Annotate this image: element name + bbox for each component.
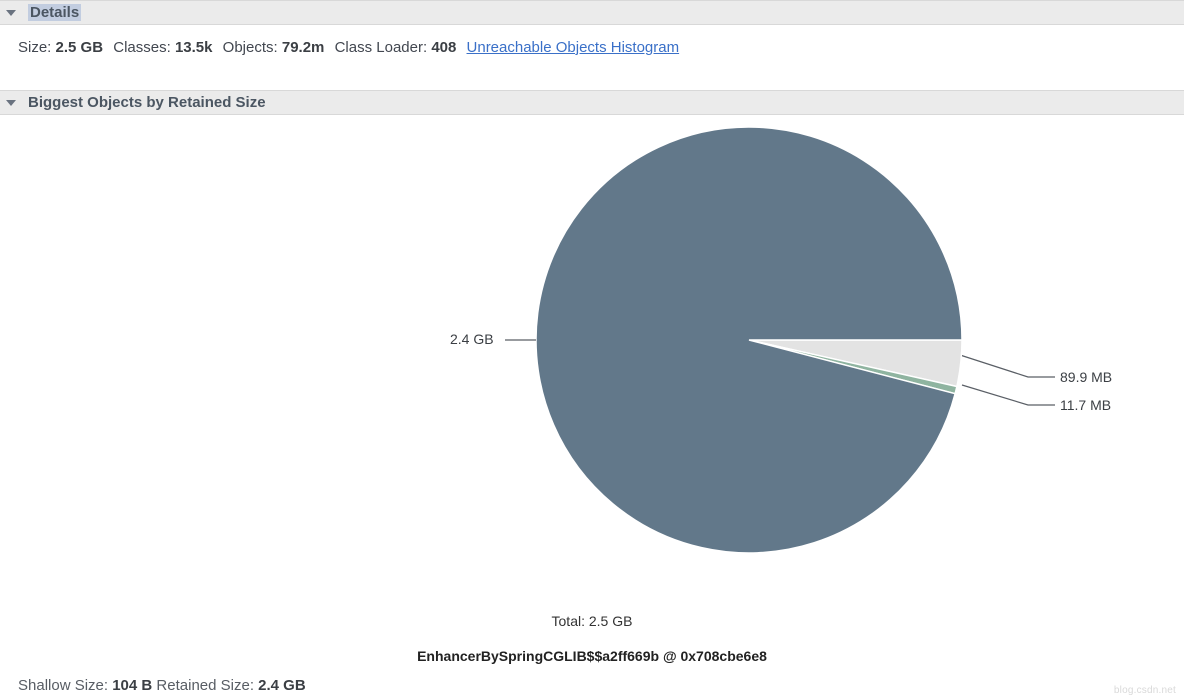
- classloader-label: Class Loader:: [335, 39, 428, 56]
- leader-line-mid: [960, 355, 1055, 377]
- classes-value: 13.5k: [175, 39, 213, 56]
- details-section-header: Details: [0, 0, 1184, 25]
- pie-total-value: 2.5 GB: [589, 613, 633, 629]
- shallow-value: 104 B: [112, 677, 152, 694]
- retained-value: 2.4 GB: [258, 677, 306, 694]
- retained-label: Retained Size:: [156, 677, 254, 694]
- pie-label-big: 2.4 GB: [450, 331, 494, 347]
- watermark-text: blog.csdn.net: [1114, 685, 1176, 696]
- pie-chart-area: 2.4 GB 89.9 MB 11.7 MB: [0, 115, 1184, 585]
- classes-label: Classes:: [113, 39, 171, 56]
- size-value: 2.5 GB: [56, 39, 104, 56]
- collapse-toggle-icon[interactable]: [6, 10, 16, 16]
- pie-total-prefix: Total:: [552, 613, 589, 629]
- biggest-section-header: Biggest Objects by Retained Size: [0, 90, 1184, 115]
- collapse-toggle-icon[interactable]: [6, 100, 16, 106]
- shallow-label: Shallow Size:: [18, 677, 108, 694]
- pie-total-line: Total: 2.5 GB: [0, 613, 1184, 629]
- details-title: Details: [28, 4, 81, 21]
- details-stats-row: Size: 2.5 GB Classes: 13.5k Objects: 79.…: [0, 25, 1184, 90]
- biggest-title: Biggest Objects by Retained Size: [28, 94, 266, 111]
- pie-svg: [536, 127, 962, 553]
- details-title-text: Details: [28, 4, 81, 21]
- selected-object-name: EnhancerBySpringCGLIB$$a2ff669b @ 0x708c…: [417, 648, 767, 664]
- leader-line-small: [962, 385, 1055, 405]
- objects-value: 79.2m: [282, 39, 325, 56]
- pie-chart: [536, 127, 962, 556]
- objects-label: Objects:: [223, 39, 278, 56]
- selected-object-line: EnhancerBySpringCGLIB$$a2ff669b @ 0x708c…: [0, 648, 1184, 664]
- pie-slice[interactable]: [536, 127, 962, 553]
- pie-label-mid: 89.9 MB: [1060, 369, 1112, 385]
- size-label: Size:: [18, 39, 51, 56]
- footer-sizes: Shallow Size: 104 B Retained Size: 2.4 G…: [18, 677, 306, 694]
- classloader-value: 408: [431, 39, 456, 56]
- unreachable-histogram-link[interactable]: Unreachable Objects Histogram: [467, 39, 680, 56]
- pie-label-small: 11.7 MB: [1060, 397, 1111, 413]
